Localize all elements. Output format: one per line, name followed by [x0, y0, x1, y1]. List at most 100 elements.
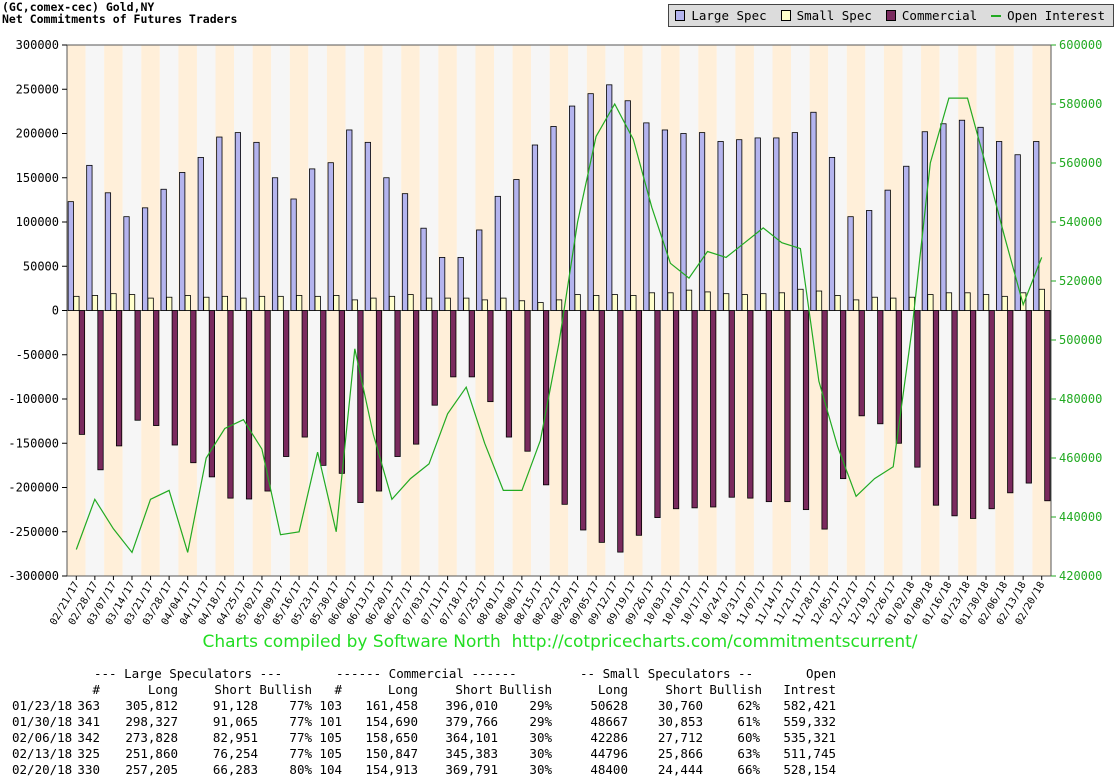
bar-small-spec	[110, 293, 117, 311]
bar-small-spec	[91, 295, 99, 311]
bar-commercial	[802, 310, 810, 511]
table-cell: 305,812	[125, 698, 178, 713]
bar-small-spec	[1038, 288, 1045, 311]
table-cell: 511,745	[783, 746, 836, 761]
bar-large-spec	[921, 131, 928, 311]
table-cell: 330	[77, 762, 100, 777]
bar-large-spec	[587, 93, 594, 311]
bar-small-spec	[296, 295, 303, 311]
bar-commercial	[747, 310, 754, 499]
table-cell: 66,283	[212, 762, 258, 777]
column-header: Short	[455, 682, 493, 697]
legend: Large Spec Small Spec Commercial Open In…	[668, 4, 1114, 27]
bar-commercial	[821, 310, 828, 530]
bar-large-spec	[996, 141, 1003, 311]
bar-large-spec	[550, 126, 557, 311]
bar-large-spec	[327, 162, 334, 311]
y2-tick-label: 500000	[1059, 333, 1102, 347]
y-tick-label: 150000	[16, 171, 59, 185]
bar-large-spec	[643, 122, 650, 311]
table-cell: 77%	[289, 746, 312, 761]
bar-commercial	[264, 310, 271, 492]
bar-large-spec	[698, 132, 706, 311]
bar-commercial	[784, 310, 791, 503]
bar-small-spec	[815, 290, 823, 311]
credit-line: Charts compiled by Software North http:/…	[202, 632, 918, 652]
table-cell: 30,853	[657, 714, 703, 729]
bar-small-spec	[388, 295, 396, 311]
bar-small-spec	[518, 300, 526, 311]
bar-commercial	[283, 310, 290, 457]
table-cell: 105	[319, 746, 342, 761]
table-cell: 76,254	[212, 746, 258, 761]
group-header-open: Open	[806, 666, 837, 681]
bar-large-spec	[606, 84, 613, 311]
table-cell: 345,383	[445, 746, 498, 761]
chart-title: (GC,comex-cec) Gold,NY	[2, 0, 155, 14]
bar-small-spec	[277, 295, 284, 311]
table-cell: 25,866	[657, 746, 703, 761]
bar-commercial	[190, 310, 197, 464]
y-tick-label: -200000	[8, 481, 59, 495]
table-cell: 60%	[737, 730, 760, 745]
bar-large-spec	[1033, 141, 1040, 311]
data-table: --- Large Speculators --- ------ Commerc…	[0, 664, 1120, 780]
bar-commercial	[357, 310, 364, 503]
table-cell: 77%	[289, 714, 312, 729]
bar-commercial	[505, 310, 513, 438]
table-row-date: 01/23/18	[12, 698, 73, 713]
y-tick-label: -300000	[8, 569, 59, 583]
table-cell: 62%	[737, 698, 760, 713]
bar-commercial	[431, 310, 438, 406]
bar-commercial	[1007, 310, 1014, 494]
bar-small-spec	[890, 297, 897, 311]
column-header: Bullish	[709, 682, 762, 697]
bar-small-spec	[184, 295, 191, 311]
bar-commercial	[413, 310, 420, 445]
bar-small-spec	[778, 292, 785, 311]
table-cell: 42286	[590, 730, 628, 745]
bar-large-spec	[197, 156, 204, 311]
bar-large-spec	[754, 137, 761, 311]
bar-commercial	[617, 310, 624, 553]
table-cell: 103	[319, 698, 342, 713]
bar-small-spec	[556, 299, 563, 311]
bar-small-spec	[611, 294, 618, 311]
table-cell: 528,154	[783, 762, 836, 777]
bar-small-spec	[648, 292, 656, 311]
table-cell: 24,444	[657, 762, 703, 777]
bar-commercial	[728, 310, 735, 498]
table-cell: 61%	[737, 714, 760, 729]
column-header: Intrest	[783, 682, 836, 697]
table-cell: 559,332	[783, 714, 836, 729]
y2-tick-label: 460000	[1059, 451, 1102, 465]
bar-commercial	[654, 310, 661, 518]
table-cell: 82,951	[212, 730, 258, 745]
y-tick-label: -250000	[8, 525, 59, 539]
bar-large-spec	[234, 132, 241, 311]
table-cell: 363	[77, 698, 100, 713]
table-row-date: 02/06/18	[12, 730, 73, 745]
bar-commercial	[524, 310, 531, 452]
bar-commercial	[765, 310, 772, 503]
bar-large-spec	[420, 227, 427, 311]
y-tick-label: 300000	[16, 38, 59, 52]
bar-small-spec	[797, 288, 804, 311]
bar-small-spec	[500, 297, 507, 311]
bar-small-spec	[128, 294, 136, 311]
bar-commercial	[171, 310, 178, 446]
bar-small-spec	[240, 297, 247, 311]
bar-commercial	[227, 310, 234, 499]
bar-small-spec	[203, 296, 210, 311]
bar-small-spec	[221, 295, 228, 311]
table-cell: 30%	[529, 762, 552, 777]
column-header: Long	[147, 682, 178, 697]
bar-small-spec	[1020, 292, 1027, 311]
bar-commercial	[988, 310, 995, 510]
bar-large-spec	[624, 100, 631, 311]
table-cell: 396,010	[445, 698, 498, 713]
legend-swatch-large-spec	[675, 10, 686, 21]
bar-large-spec	[253, 141, 260, 311]
bar-commercial	[895, 310, 902, 444]
bar-commercial	[487, 310, 494, 403]
